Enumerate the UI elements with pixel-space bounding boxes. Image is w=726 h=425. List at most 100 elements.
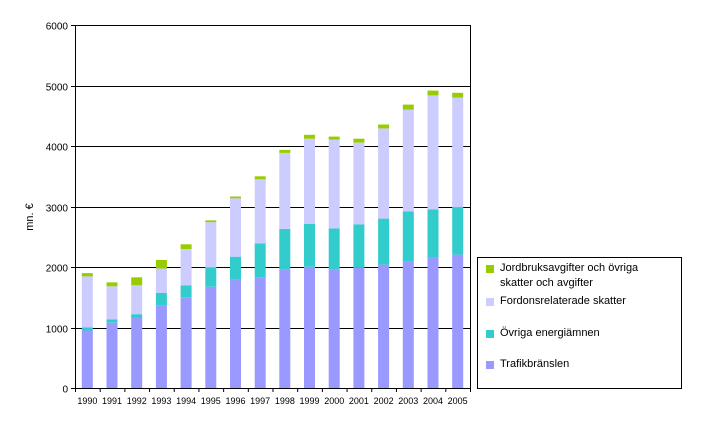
x-tick-label: 1999 <box>300 396 320 406</box>
bar-segment-2 <box>427 95 439 210</box>
bars <box>81 90 464 389</box>
bar-segment-2 <box>328 139 340 229</box>
bar-segment-2 <box>402 109 414 212</box>
bar-segment-1 <box>131 314 143 318</box>
legend-label: Jordbruksavgifter och övriga <box>500 262 639 274</box>
bar-segment-1 <box>279 228 291 270</box>
legend-label: Trafikbränslen <box>500 358 570 370</box>
x-tick-label: 1997 <box>250 396 270 406</box>
bar-segment-3 <box>205 220 217 223</box>
bar-segment-3 <box>353 138 365 143</box>
bar-segment-2 <box>254 179 266 244</box>
legend: Jordbruksavgifter och övriga skatter och… <box>477 257 682 389</box>
bar-segment-1 <box>81 327 93 331</box>
bar-segment-3 <box>304 134 315 139</box>
bar-segment-2 <box>106 286 118 320</box>
bar-segment-0 <box>378 264 390 388</box>
bar-segment-1 <box>254 243 266 278</box>
bar-segment-1 <box>180 285 192 298</box>
bar-segment-0 <box>230 279 241 388</box>
bar-segment-0 <box>427 257 439 388</box>
bar-segment-3 <box>279 149 291 153</box>
x-tick-label: 1991 <box>102 396 122 406</box>
bar-segment-2 <box>353 142 365 225</box>
y-tick-label: 4000 <box>46 143 69 154</box>
legend-label: Fordonsrelaterade skatter <box>500 295 626 307</box>
bar-segment-2 <box>205 222 217 268</box>
bar-segment-2 <box>155 268 167 293</box>
bar-segment-3 <box>106 282 118 287</box>
legend-swatch <box>486 330 494 338</box>
x-tick-label: 1990 <box>77 396 97 406</box>
bar-segment-2 <box>452 97 464 208</box>
bar-segment-0 <box>279 269 291 388</box>
x-tick-label: 2001 <box>349 396 369 406</box>
y-axis-label: mn. € <box>24 203 36 231</box>
bar-segment-3 <box>254 176 266 180</box>
bar-segment-2 <box>304 138 315 224</box>
bar-segment-1 <box>304 224 315 267</box>
axes <box>71 25 471 392</box>
bar-segment-2 <box>180 249 192 286</box>
x-tick-label: 1994 <box>176 396 196 406</box>
legend-item-fordons: Fordonsrelaterade skatter <box>486 294 680 309</box>
bar-segment-0 <box>402 261 414 388</box>
legend-swatch <box>486 265 494 273</box>
x-tick-labels: 1990 1991 1992 1993 1994 1995 1996 1997 1998 1999… <box>77 396 467 406</box>
legend-item-jordbruk: Jordbruksavgifter och övriga skatter och… <box>486 261 680 291</box>
bar-segment-1 <box>427 209 439 258</box>
bar-segment-0 <box>304 266 315 388</box>
bar-segment-1 <box>402 211 414 262</box>
bar-segment-0 <box>452 254 464 388</box>
bar-segment-1 <box>353 224 365 268</box>
x-tick-label: 2005 <box>448 396 468 406</box>
bar-segment-0 <box>131 317 143 388</box>
bar-segment-0 <box>81 330 93 388</box>
bar-segment-0 <box>353 267 365 388</box>
bar-segment-1 <box>155 293 167 306</box>
bar-segment-3 <box>452 92 464 98</box>
bar-segment-2 <box>131 285 143 315</box>
bar-segment-0 <box>180 297 192 389</box>
bar-segment-3 <box>81 273 93 277</box>
bar-segment-3 <box>155 260 167 269</box>
x-tick-label: 1993 <box>151 396 171 406</box>
x-tick-label: 2002 <box>374 396 394 406</box>
bar-segment-3 <box>427 90 439 96</box>
bar-segment-3 <box>131 277 143 286</box>
bar-segment-2 <box>230 198 241 257</box>
legend-swatch <box>486 361 494 369</box>
x-tick-label: 1995 <box>201 396 221 406</box>
bar-segment-0 <box>106 322 118 388</box>
y-tick-label: 2000 <box>46 264 69 275</box>
bar-segment-1 <box>452 207 464 255</box>
x-tick-label: 2004 <box>423 396 443 406</box>
legend-swatch <box>486 298 494 306</box>
bar-segment-1 <box>106 319 118 323</box>
bar-segment-1 <box>230 256 241 280</box>
bar-segment-3 <box>328 136 340 140</box>
y-tick-label: 6000 <box>46 22 69 33</box>
y-tick-label: 5000 <box>46 83 69 94</box>
y-tick-label: 0 <box>62 385 68 396</box>
bar-segment-2 <box>81 276 93 328</box>
bar-segment-2 <box>279 153 291 229</box>
legend-item-trafik: Trafikbränslen <box>486 357 680 372</box>
legend-item-ovriga: Övriga energiämnen <box>486 326 680 341</box>
bar-segment-1 <box>328 228 340 270</box>
bar-segment-0 <box>254 277 266 388</box>
bar-segment-0 <box>155 305 167 388</box>
x-tick-label: 1992 <box>127 396 147 406</box>
y-tick-label: 1000 <box>46 325 69 336</box>
x-tick-label: 2000 <box>324 396 344 406</box>
bar-segment-3 <box>402 104 414 110</box>
y-tick-labels: 0 1000 2000 3000 4000 5000 6000 <box>46 22 69 396</box>
legend-label: Övriga energiämnen <box>500 327 600 339</box>
y-tick-label: 3000 <box>46 204 69 215</box>
legend-label-line2: skatter och avgifter <box>500 277 593 289</box>
bar-segment-2 <box>378 128 390 219</box>
x-tick-label: 1996 <box>225 396 245 406</box>
x-tick-label: 1998 <box>275 396 295 406</box>
bar-segment-3 <box>230 196 241 199</box>
